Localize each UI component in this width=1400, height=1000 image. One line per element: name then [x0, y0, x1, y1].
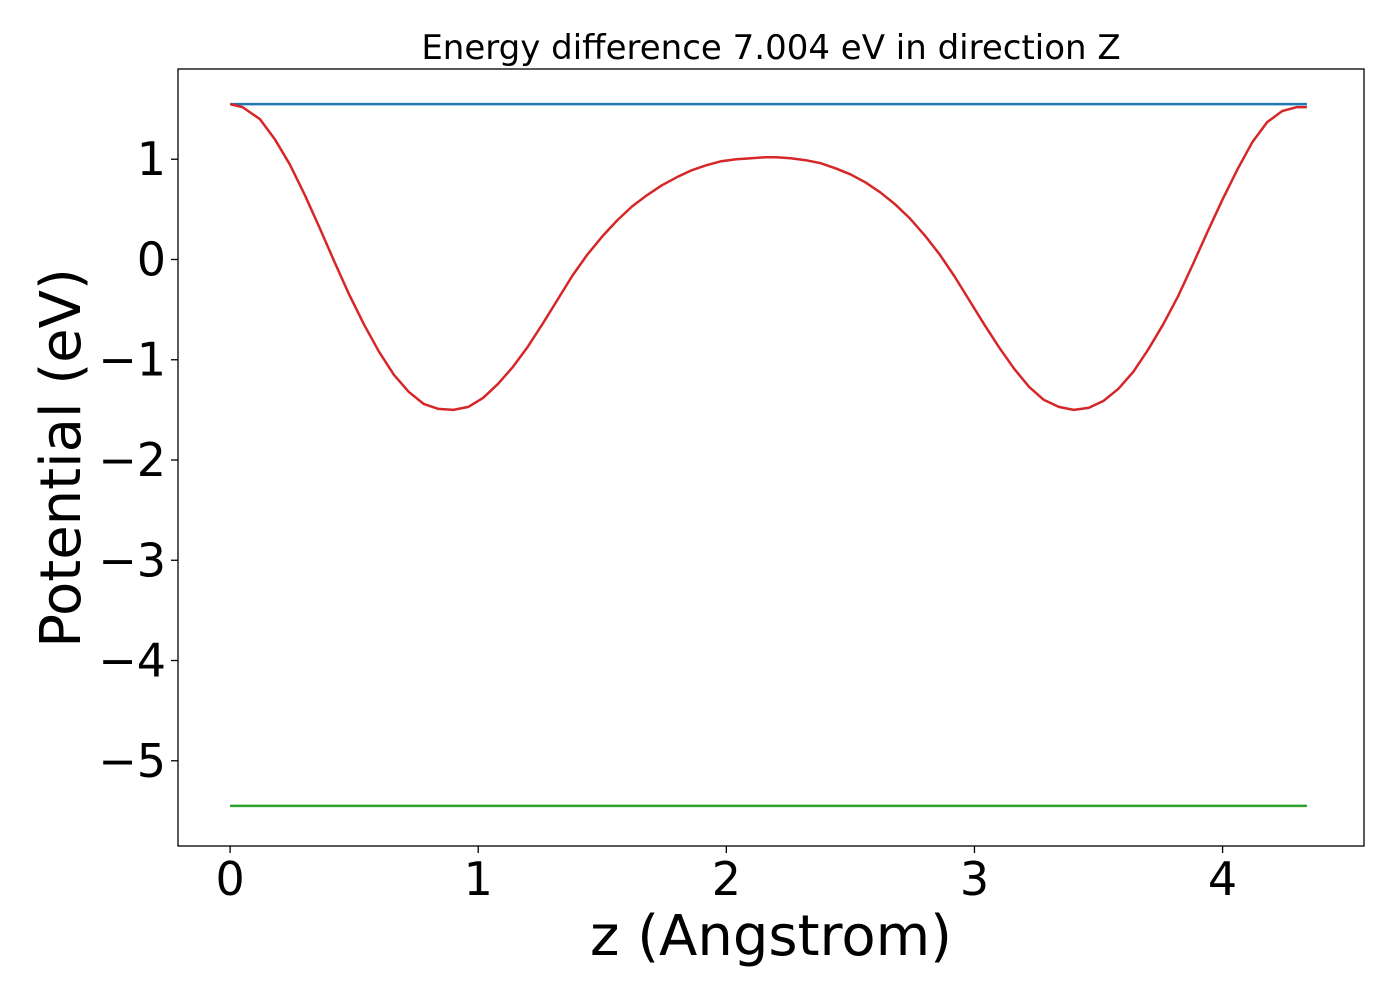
- y-tick-label: −3: [98, 533, 166, 587]
- y-tick-label: −5: [98, 734, 166, 788]
- x-axis-title: z (Angstrom): [590, 904, 952, 969]
- y-tick-label: −2: [98, 433, 166, 487]
- y-axis-title: Potential (eV): [29, 268, 94, 648]
- x-tick-label: 2: [712, 852, 741, 906]
- y-tick-label: 0: [137, 232, 166, 286]
- series-line-2: [229, 102, 1307, 412]
- y-tick-label: −1: [98, 333, 166, 387]
- x-tick-label: 3: [960, 852, 989, 906]
- axes-frame: [177, 68, 1365, 847]
- x-axis: 0 1 2 3 4: [215, 846, 1237, 906]
- y-tick-label: 1: [137, 132, 166, 186]
- x-tick-label: 4: [1208, 852, 1237, 906]
- y-tick-label: −4: [98, 634, 166, 688]
- chart-title: Energy difference 7.004 eV in direction …: [421, 28, 1120, 68]
- y-axis: 1 0 −1 −2 −3 −4 −5: [98, 132, 178, 788]
- x-tick-label: 0: [215, 852, 244, 906]
- x-tick-label: 1: [464, 852, 493, 906]
- plot-area: [229, 102, 1307, 808]
